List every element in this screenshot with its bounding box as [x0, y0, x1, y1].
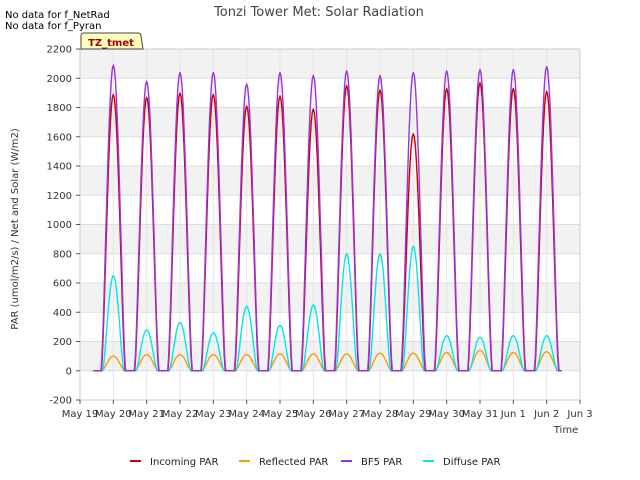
legend-label: BF5 PAR	[361, 457, 402, 468]
y-tick-label: -200	[49, 396, 72, 407]
x-tick-label: May 31	[462, 409, 499, 420]
tz-badge: TZ_tmet	[80, 32, 144, 50]
x-tick-label: May 24	[228, 409, 265, 420]
x-tick-label: May 29	[395, 409, 432, 420]
x-tick-label: May 23	[195, 409, 232, 420]
x-tick-label: May 22	[162, 409, 199, 420]
x-tick-label: May 30	[428, 409, 465, 420]
note-pyran: No data for f_Pyran	[5, 21, 101, 32]
legend-label: Reflected PAR	[259, 457, 328, 468]
y-tick-label: 0	[66, 366, 72, 377]
legend-label: Diffuse PAR	[443, 457, 500, 468]
background-band	[80, 107, 580, 137]
background-band	[80, 224, 580, 254]
y-tick-label: 1600	[47, 132, 72, 143]
chart-title: Tonzi Tower Met: Solar Radiation	[213, 5, 424, 20]
y-tick-label: 1200	[47, 191, 72, 202]
y-tick-label: 1000	[47, 220, 72, 231]
background-band	[80, 49, 580, 79]
background-band	[80, 341, 580, 371]
x-axis-label: Time	[553, 425, 578, 436]
x-tick-label: May 26	[295, 409, 332, 420]
legend-label: Incoming PAR	[150, 457, 219, 468]
background-band	[80, 166, 580, 196]
y-tick-label: 1800	[47, 103, 72, 114]
background-bands	[80, 49, 580, 371]
note-netrad: No data for f_NetRad	[5, 10, 110, 21]
x-tick-label: May 19	[62, 409, 99, 420]
legend: Incoming PAR Reflected PAR BF5 PAR Diffuse …	[130, 457, 500, 468]
y-axis-ticks: -200 0 200 400 600 800 1000 1200 1400 1600 1800 200…	[47, 45, 80, 407]
series-layer	[93, 64, 562, 372]
series-line-bf5-par	[93, 64, 562, 372]
badge-shape	[80, 32, 144, 50]
x-tick-label: May 25	[262, 409, 299, 420]
y-tick-label: 2200	[47, 45, 72, 56]
y-tick-label: 800	[53, 249, 72, 260]
y-tick-label: 2000	[47, 74, 72, 85]
y-tick-label: 600	[53, 279, 72, 290]
x-tick-label: May 21	[128, 409, 165, 420]
badge-label: TZ_tmet	[88, 38, 134, 49]
x-tick-label: Jun 2	[533, 409, 559, 420]
y-tick-label: 200	[53, 337, 72, 348]
y-tick-label: 400	[53, 308, 72, 319]
background-band	[80, 283, 580, 313]
x-tick-label: Jun 3	[566, 409, 592, 420]
y-tick-label: 1400	[47, 162, 72, 173]
y-axis-label: PAR (umol/m2/s) / Net and Solar (W/m2)	[10, 128, 21, 330]
x-tick-label: May 20	[95, 409, 132, 420]
x-tick-label: May 27	[328, 409, 365, 420]
x-tick-label: May 28	[362, 409, 399, 420]
x-tick-label: Jun 1	[500, 409, 526, 420]
